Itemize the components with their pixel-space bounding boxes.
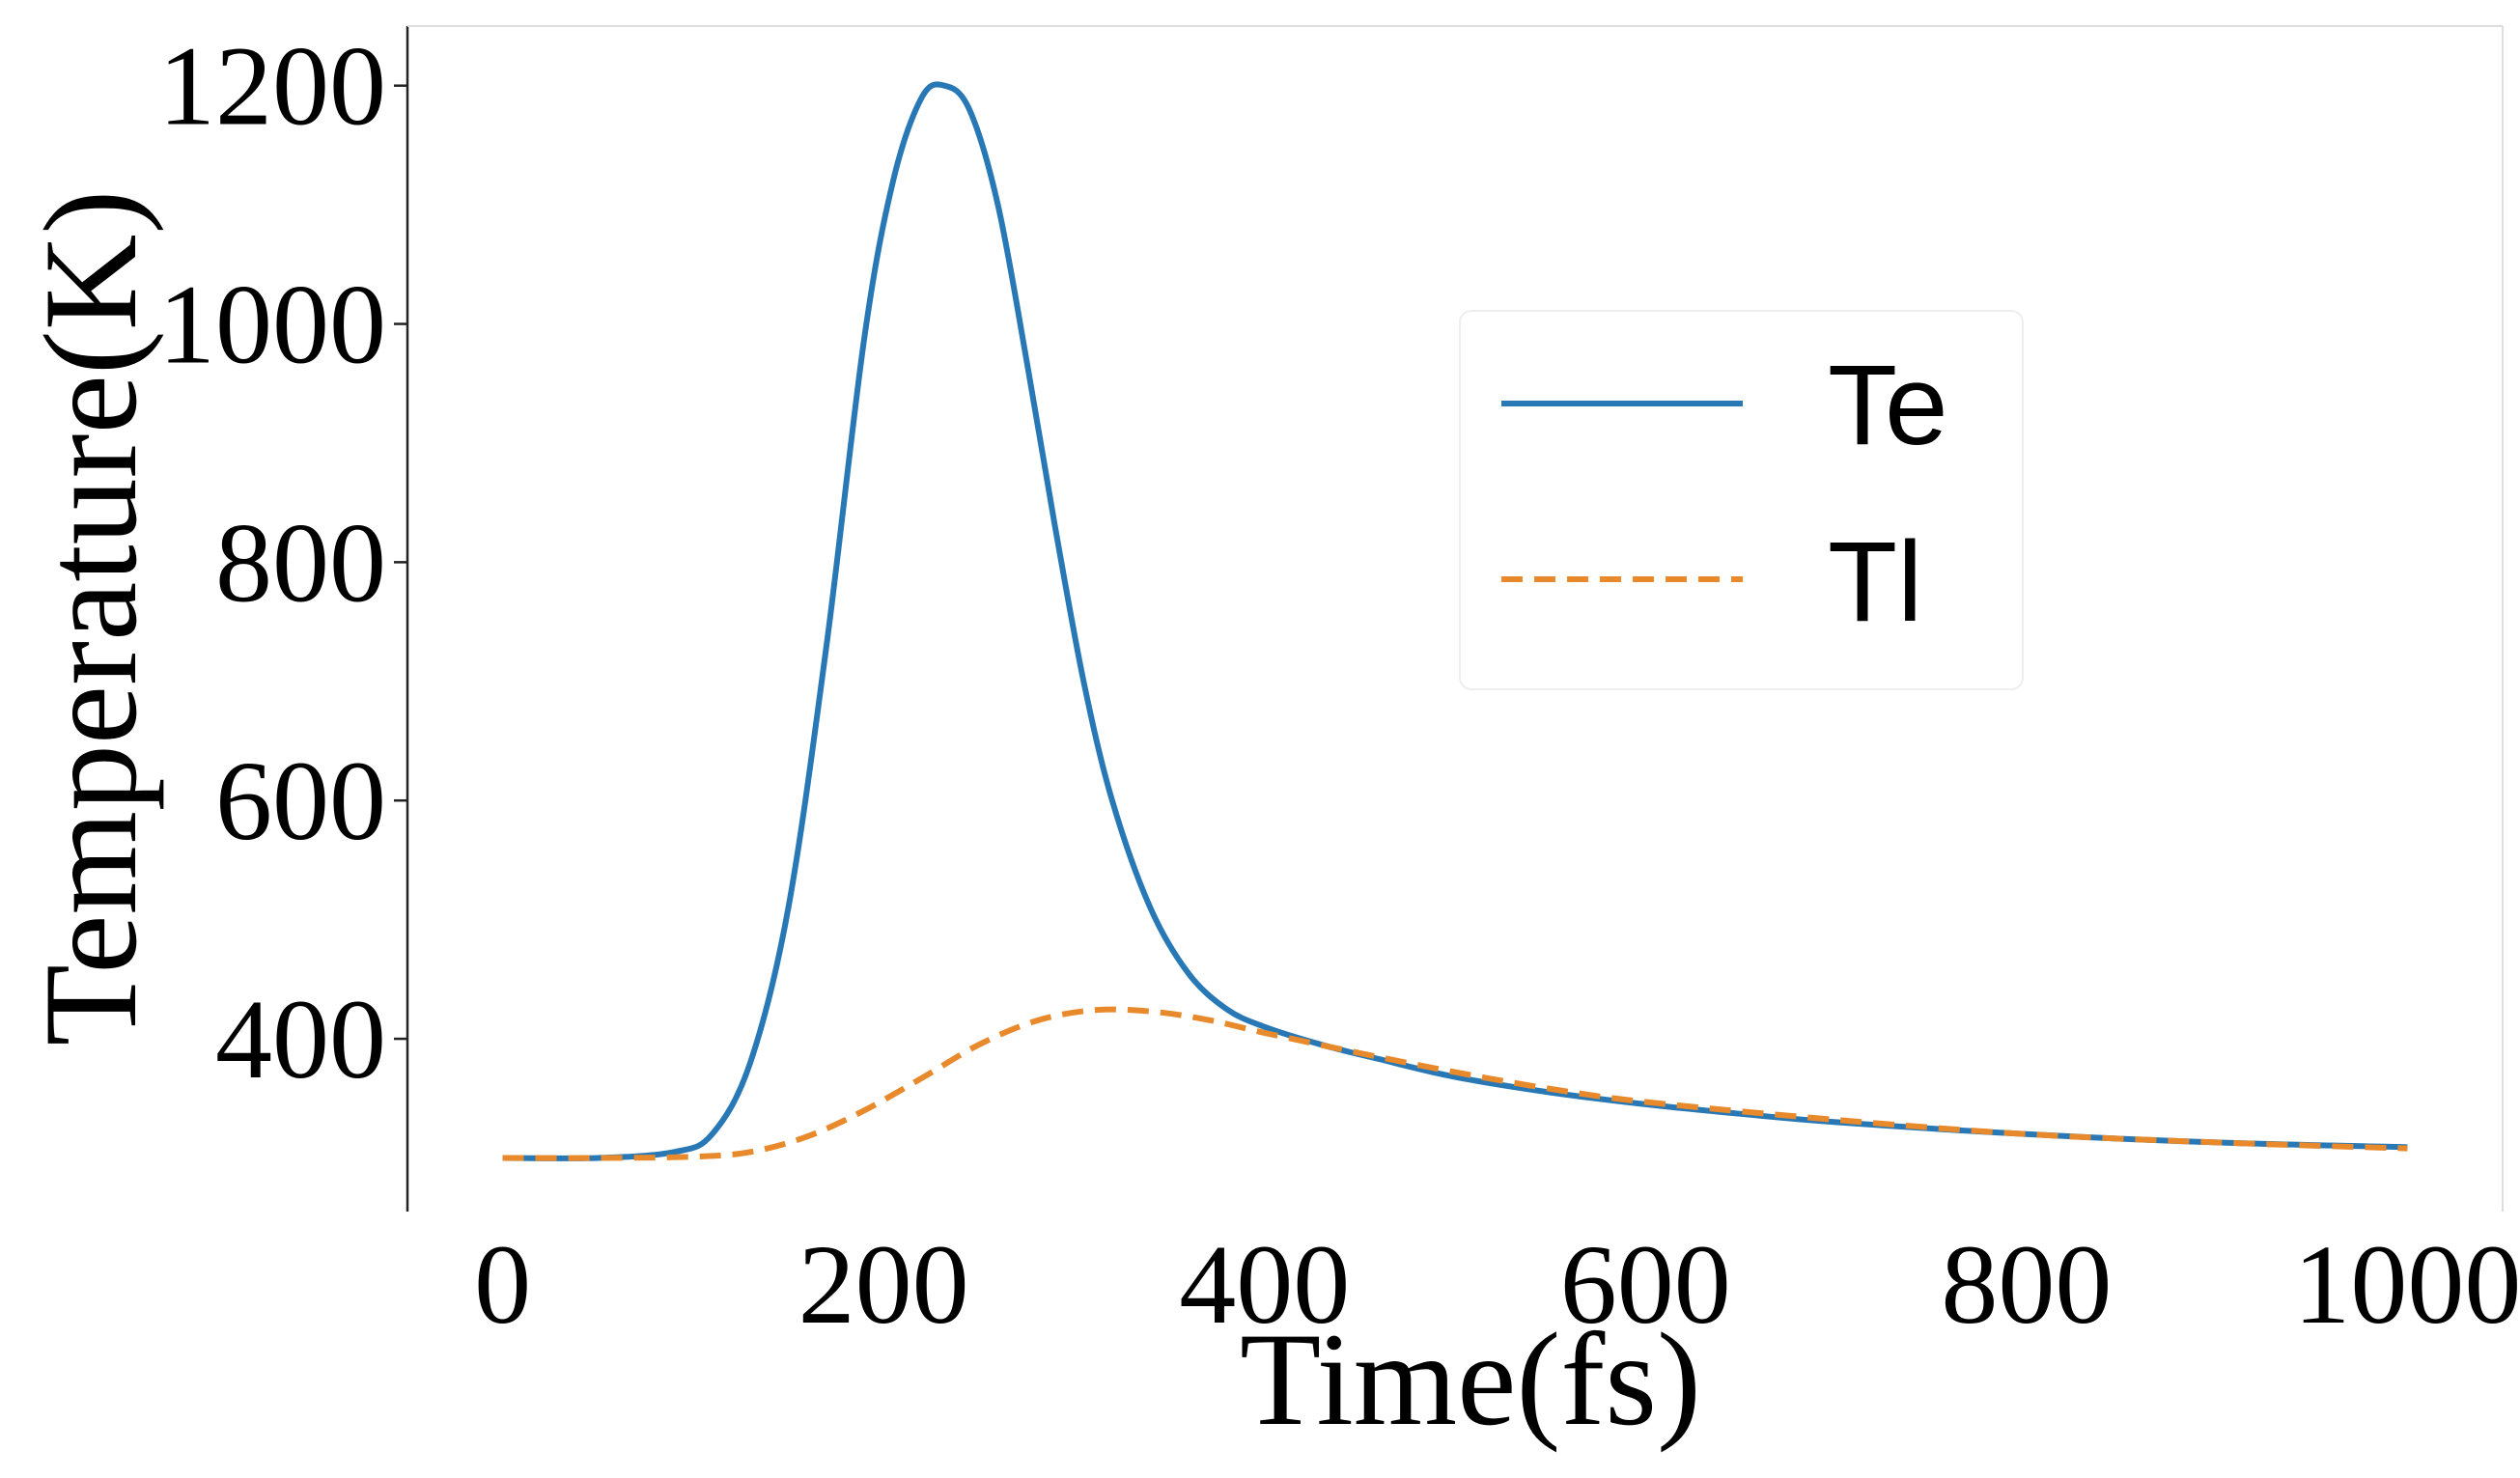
x-tick-label: 200 [798,1221,969,1348]
x-axis-title: Time(fs) [1240,1305,1701,1453]
x-axis-ticks: 0 200 400 600 800 1000 [474,1221,2520,1348]
legend: Te Tl [1459,310,2024,690]
series-line-tl [502,1006,2408,1161]
legend-label-tl: Tl [1828,518,1922,646]
series-layer [502,81,2408,1161]
legend-label-te: Te [1828,342,1948,469]
y-axis-title: Temperature(K) [16,190,164,1046]
x-tick-label: 0 [474,1221,531,1348]
x-tick-label: 800 [1941,1221,2112,1348]
x-tick-label: 400 [1179,1221,1350,1348]
x-tick-label: 1000 [2293,1221,2520,1348]
y-tick-label: 1200 [158,23,386,150]
x-tick-label: 600 [1560,1221,1731,1348]
y-tick-label: 1000 [158,262,386,388]
y-axis-ticks: 400 600 800 1000 1200 [158,23,407,1102]
y-tick-label: 600 [215,738,386,864]
y-tick-label: 400 [215,976,386,1102]
y-tick-label: 800 [215,499,386,626]
